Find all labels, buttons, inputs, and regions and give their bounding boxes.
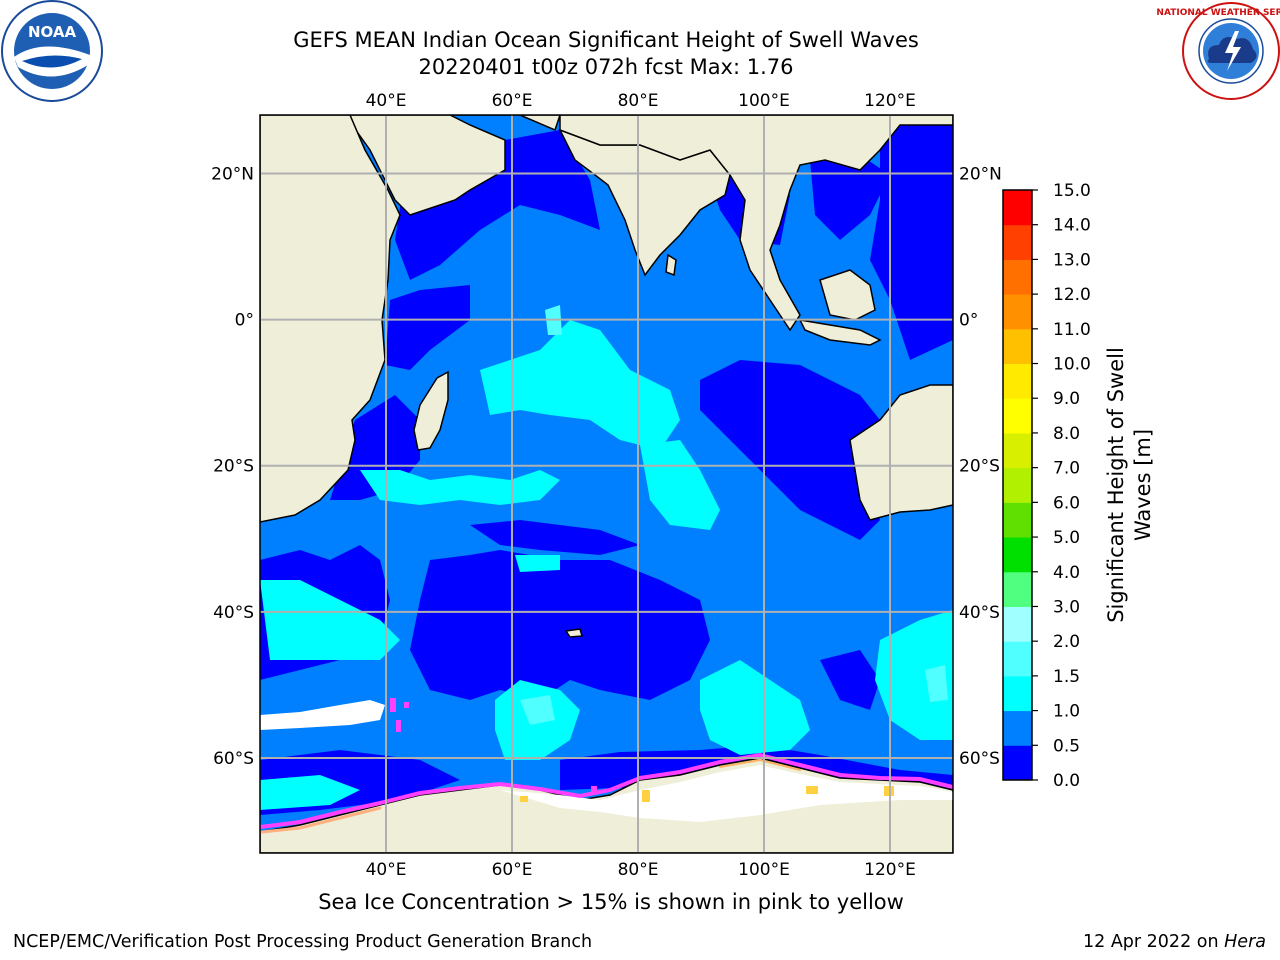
colorbar-tick-label-17: 15.0 [1053, 181, 1091, 201]
colorbar-segment-11 [1003, 363, 1032, 399]
lat-tick-label-right-3: 40°S [959, 603, 1000, 623]
lon-tick-label-top-0: 40°E [366, 91, 407, 111]
colorbar-segment-4 [1003, 606, 1032, 642]
colorbar-label-line2: Waves [m] [1131, 429, 1155, 541]
colorbar-tick-label-13: 11.0 [1053, 320, 1091, 340]
lat-tick-label-right-0: 20°N [959, 164, 1002, 184]
sea-ice-caption: Sea Ice Concentration > 15% is shown in … [318, 890, 904, 914]
colorbar-tick-label-2: 1.0 [1053, 702, 1080, 722]
footer-credit: NCEP/EMC/Verification Post Processing Pr… [13, 932, 593, 952]
sea-ice-overlay [260, 700, 953, 822]
chart-subtitle: 20220401 t00z 072h fcst Max: 1.76 [418, 55, 794, 79]
colorbar-tick-label-9: 7.0 [1053, 459, 1080, 479]
map-frame [259, 114, 954, 854]
colorbar-segment-10 [1003, 398, 1032, 434]
map-area [260, 115, 953, 853]
colorbar-segment-2 [1003, 675, 1032, 712]
colorbar-segment-12 [1003, 328, 1032, 365]
gridlines [260, 115, 953, 853]
lon-tick-label-bottom-4: 120°E [864, 860, 916, 880]
colorbar-tick-label-1: 0.5 [1053, 736, 1080, 756]
colorbar-segment-14 [1003, 259, 1032, 295]
lat-tick-label-left-0: 20°N [211, 164, 254, 184]
colorbar-tick-label-0: 0.0 [1053, 771, 1080, 791]
lat-tick-label-right-2: 20°S [959, 457, 1000, 477]
colorbar-label-line1: Significant Height of Swell [1104, 347, 1128, 623]
colorbar-tick-label-15: 13.0 [1053, 250, 1091, 270]
swell-mid-regions [260, 320, 953, 810]
lat-tick-label-left-4: 60°S [213, 749, 254, 769]
lon-tick-label-top-3: 100°E [738, 91, 790, 111]
lon-tick-label-bottom-1: 60°E [492, 860, 533, 880]
footer-date-text: 12 Apr 2022 on [1083, 932, 1225, 952]
colorbar-segment-1 [1003, 710, 1032, 746]
colorbar-tick-label-10: 8.0 [1053, 424, 1080, 444]
colorbar-segment-5 [1003, 571, 1032, 607]
nws-logo-text: NATIONAL WEATHER SERVICE [1156, 8, 1280, 18]
lat-tick-label-left-1: 0° [235, 311, 254, 331]
lat-tick-label-right-1: 0° [959, 311, 978, 331]
colorbar-tick-label-6: 4.0 [1053, 563, 1080, 583]
colorbar-tick-label-8: 6.0 [1053, 493, 1080, 513]
nws-logo: NATIONAL WEATHER SERVICE [1156, 2, 1280, 100]
lon-tick-label-top-1: 60°E [492, 91, 533, 111]
lon-tick-label-top-4: 120°E [864, 91, 916, 111]
lon-tick-label-bottom-3: 100°E [738, 860, 790, 880]
map-tick-labels: 40°E 40°E 60°E 60°E 80°E 80°E 100°E 100°E 120°E 1… [211, 91, 1002, 880]
colorbar-tick-label-4: 2.0 [1053, 632, 1080, 652]
noaa-logo-text: NOAA [28, 23, 77, 41]
colorbar-segment-8 [1003, 467, 1032, 503]
colorbar-segment-6 [1003, 537, 1032, 573]
colorbar-segment-13 [1003, 294, 1032, 330]
lat-tick-label-left-3: 40°S [213, 603, 254, 623]
colorbar-tick-label-16: 14.0 [1053, 216, 1091, 236]
lon-tick-label-top-2: 80°E [618, 91, 659, 111]
lat-tick-label-left-2: 20°S [213, 457, 254, 477]
lon-tick-label-bottom-2: 80°E [618, 860, 659, 880]
colorbar-segment-15 [1003, 224, 1032, 260]
footer-date: 12 Apr 2022 on Hera [1083, 932, 1266, 952]
colorbar-tick-label-11: 9.0 [1053, 389, 1080, 409]
sea-ice-edge [260, 752, 953, 834]
colorbar-segment-0 [1003, 745, 1032, 781]
colorbar-segment-7 [1003, 502, 1032, 538]
sea-ice-pink-patches [390, 698, 597, 794]
colorbar-tick-label-12: 10.0 [1053, 355, 1091, 375]
colorbar: 0.0 0.5 1.0 1.5 2.0 3.0 4.0 5.0 6.0 7.0 8.0 9.0 10.0… [1002, 181, 1091, 791]
colorbar-segment-16 [1003, 190, 1032, 226]
lat-tick-label-right-4: 60°S [959, 749, 1000, 769]
noaa-logo: NOAA [1, 0, 103, 102]
colorbar-frame [1002, 189, 1033, 781]
chart-title: GEFS MEAN Indian Ocean Significant Heigh… [293, 28, 919, 52]
colorbar-segment-9 [1003, 432, 1032, 469]
colorbar-tick-label-3: 1.5 [1053, 667, 1080, 687]
lon-tick-label-bottom-0: 40°E [366, 860, 407, 880]
colorbar-tick-label-14: 12.0 [1053, 285, 1091, 305]
footer-host: Hera [1224, 932, 1266, 952]
colorbar-tick-label-7: 5.0 [1053, 528, 1080, 548]
colorbar-tick-label-5: 3.0 [1053, 597, 1080, 617]
colorbar-segment-3 [1003, 641, 1032, 677]
